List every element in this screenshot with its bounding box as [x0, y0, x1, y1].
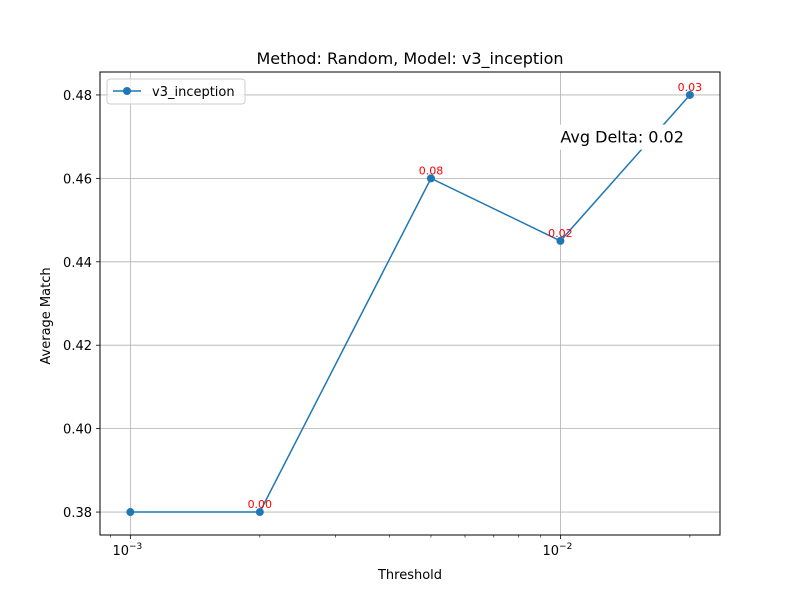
y-tick-label: 0.42 [63, 339, 92, 354]
y-tick-label: 0.40 [63, 423, 92, 438]
annotation-background [558, 124, 686, 150]
axis-ticks: 0.38 0.40 0.42 0.44 0.46 0.48 10−3 10−2 [63, 89, 691, 559]
y-tick-label: 0.44 [63, 256, 92, 271]
x-tick-label: 10−3 [112, 542, 142, 559]
y-tick-label: 0.46 [63, 172, 92, 187]
legend-box [106, 78, 246, 105]
y-axis-label: Average Match [39, 267, 54, 364]
data-point [685, 90, 694, 99]
point-label: 0.03 [678, 81, 703, 94]
avg-delta-annotation: Avg Delta: 0.02 [560, 128, 684, 147]
data-point [255, 508, 264, 517]
plot-frame [99, 71, 721, 536]
data-point [426, 174, 435, 183]
x-tick-label: 10−2 [543, 542, 573, 559]
legend-entry-v3-inception: v3_inception [152, 85, 235, 100]
point-label: 0.08 [419, 164, 444, 177]
legend: v3_inception [106, 78, 246, 105]
data-point [126, 508, 135, 517]
legend-marker-swatch [123, 87, 131, 95]
series-layer: 0.00 0.08 0.02 0.03 [126, 81, 703, 517]
point-label: 0.02 [548, 227, 573, 240]
point-label: 0.00 [248, 498, 273, 511]
x-axis-label: Threshold [377, 568, 442, 583]
y-tick-label: 0.38 [63, 506, 92, 521]
annotation-layer: Avg Delta: 0.02 [558, 124, 686, 150]
data-point [556, 236, 565, 245]
chart-title: Method: Random, Model: v3_inception [256, 49, 563, 69]
y-tick-label: 0.48 [63, 89, 92, 104]
